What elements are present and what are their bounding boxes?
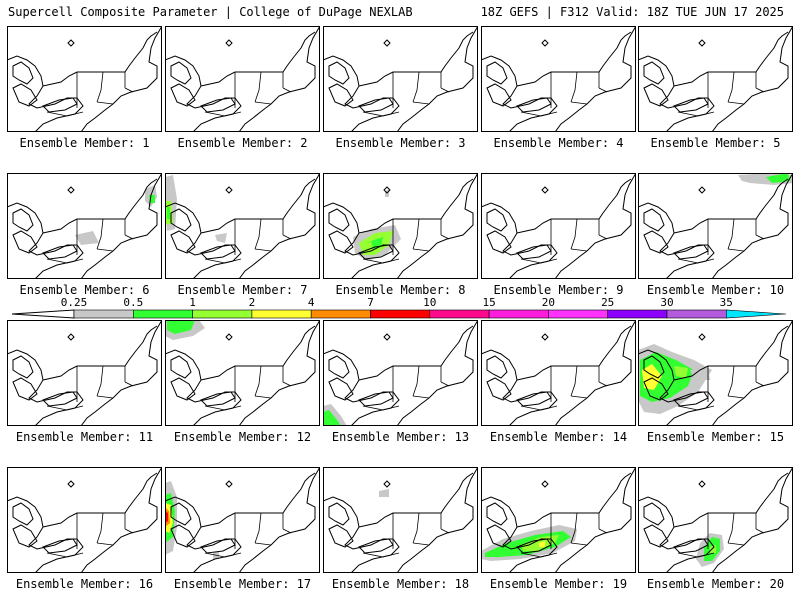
ensemble-member-label: Ensemble Member: 11 <box>16 430 153 444</box>
scp-contour-green <box>766 173 790 183</box>
colorbar-low-arrow <box>11 309 75 319</box>
ensemble-panel-18: Ensemble Member: 18 <box>323 467 478 591</box>
scp-contour-gray <box>215 233 227 243</box>
ensemble-member-label: Ensemble Member: 12 <box>174 430 311 444</box>
colorbar-high-arrow <box>725 309 787 319</box>
ensemble-member-label: Ensemble Member: 7 <box>177 283 307 297</box>
colorbar-segment <box>133 309 193 319</box>
ensemble-panel-13: Ensemble Member: 13 <box>323 320 478 444</box>
ensemble-member-label: Ensemble Member: 17 <box>174 577 311 591</box>
scp-contour-yellow <box>539 541 545 547</box>
ensemble-panel-2: Ensemble Member: 2 <box>165 26 320 150</box>
scp-contour-green <box>167 207 170 219</box>
ensemble-member-label: Ensemble Member: 16 <box>16 577 153 591</box>
ensemble-member-label: Ensemble Member: 5 <box>650 136 780 150</box>
colorbar: 0.25 0.5 1 2 4 7 10 15 20 25 30 35 <box>11 296 787 319</box>
ensemble-member-label: Ensemble Member: 3 <box>335 136 465 150</box>
ensemble-member-label: Ensemble Member: 14 <box>490 430 627 444</box>
colorbar-segment <box>548 309 609 319</box>
ensemble-panel-16: Ensemble Member: 16 <box>7 467 162 591</box>
colorbar-segment <box>251 309 312 319</box>
scp-contour-yellow <box>642 364 662 390</box>
scp-contour-gray <box>75 231 99 245</box>
ensemble-member-label: Ensemble Member: 9 <box>493 283 623 297</box>
colorbar-tick-label: 25 <box>601 296 614 309</box>
colorbar-tick-label: 7 <box>367 296 374 309</box>
ensemble-panel-14: Ensemble Member: 14 <box>481 320 636 444</box>
colorbar-tick-label: 2 <box>249 296 256 309</box>
ensemble-panel-3: Ensemble Member: 3 <box>323 26 478 150</box>
ensemble-member-label: Ensemble Member: 18 <box>332 577 469 591</box>
ensemble-member-label: Ensemble Member: 20 <box>647 577 784 591</box>
colorbar-segment <box>429 309 490 319</box>
ensemble-panel-6: Ensemble Member: 6 <box>7 173 162 297</box>
ensemble-panel-12: Ensemble Member: 12 <box>165 320 320 444</box>
colorbar-tick-label: 35 <box>720 296 733 309</box>
colorbar-tick-label: 4 <box>308 296 315 309</box>
ensemble-panel-11: Ensemble Member: 11 <box>7 320 162 444</box>
ensemble-member-label: Ensemble Member: 4 <box>493 136 623 150</box>
scp-contour-gray <box>379 489 389 497</box>
colorbar-segment <box>666 309 727 319</box>
ensemble-member-label: Ensemble Member: 2 <box>177 136 307 150</box>
colorbar-tick-label: 15 <box>482 296 495 309</box>
colorbar-tick-label: 20 <box>542 296 555 309</box>
colorbar-segment <box>607 309 668 319</box>
ensemble-panel-20: Ensemble Member: 20 <box>638 467 793 591</box>
colorbar-tick-label: 1 <box>189 296 196 309</box>
colorbar-tick-label: 30 <box>660 296 673 309</box>
ensemble-member-label: Ensemble Member: 15 <box>647 430 784 444</box>
ensemble-panel-4: Ensemble Member: 4 <box>481 26 636 150</box>
ensemble-panel-1: Ensemble Member: 1 <box>7 26 162 150</box>
ensemble-panel-9: Ensemble Member: 9 <box>481 173 636 297</box>
ensemble-member-label: Ensemble Member: 19 <box>490 577 627 591</box>
scp-contour-green <box>323 410 341 426</box>
colorbar-segment <box>73 309 134 319</box>
ensemble-panel-5: Ensemble Member: 5 <box>638 26 793 150</box>
run-valid-time: 18Z GEFS | F312 Valid: 18Z TUE JUN 17 20… <box>480 5 784 19</box>
ensemble-member-label: Ensemble Member: 1 <box>19 136 149 150</box>
ensemble-panel-19: Ensemble Member: 19 <box>481 467 636 591</box>
colorbar-segment <box>192 309 253 319</box>
ensemble-panel-8: Ensemble Member: 8 <box>323 173 478 297</box>
map-title: Supercell Composite Parameter | College … <box>8 5 413 19</box>
ensemble-member-label: Ensemble Member: 13 <box>332 430 469 444</box>
ensemble-panel-10: Ensemble Member: 10 <box>638 173 793 297</box>
ensemble-panel-15: Ensemble Member: 15 <box>638 320 793 444</box>
colorbar-tick-label: 0.25 <box>61 296 88 309</box>
colorbar-segment <box>488 309 549 319</box>
scp-contour-green <box>167 320 195 334</box>
ensemble-panel-17: Ensemble Member: 17 <box>165 467 320 591</box>
ensemble-member-label: Ensemble Member: 10 <box>647 283 784 297</box>
colorbar-segment <box>310 309 371 319</box>
ensemble-member-label: Ensemble Member: 6 <box>19 283 149 297</box>
colorbar-segment <box>370 309 431 319</box>
ensemble-panel-7: Ensemble Member: 7 <box>165 173 320 297</box>
scp-contour-lgreen <box>674 366 688 378</box>
ensemble-member-label: Ensemble Member: 8 <box>335 283 465 297</box>
colorbar-tick-label: 10 <box>423 296 436 309</box>
scp-contour-gray <box>690 368 710 380</box>
colorbar-tick-label: 0.5 <box>123 296 143 309</box>
